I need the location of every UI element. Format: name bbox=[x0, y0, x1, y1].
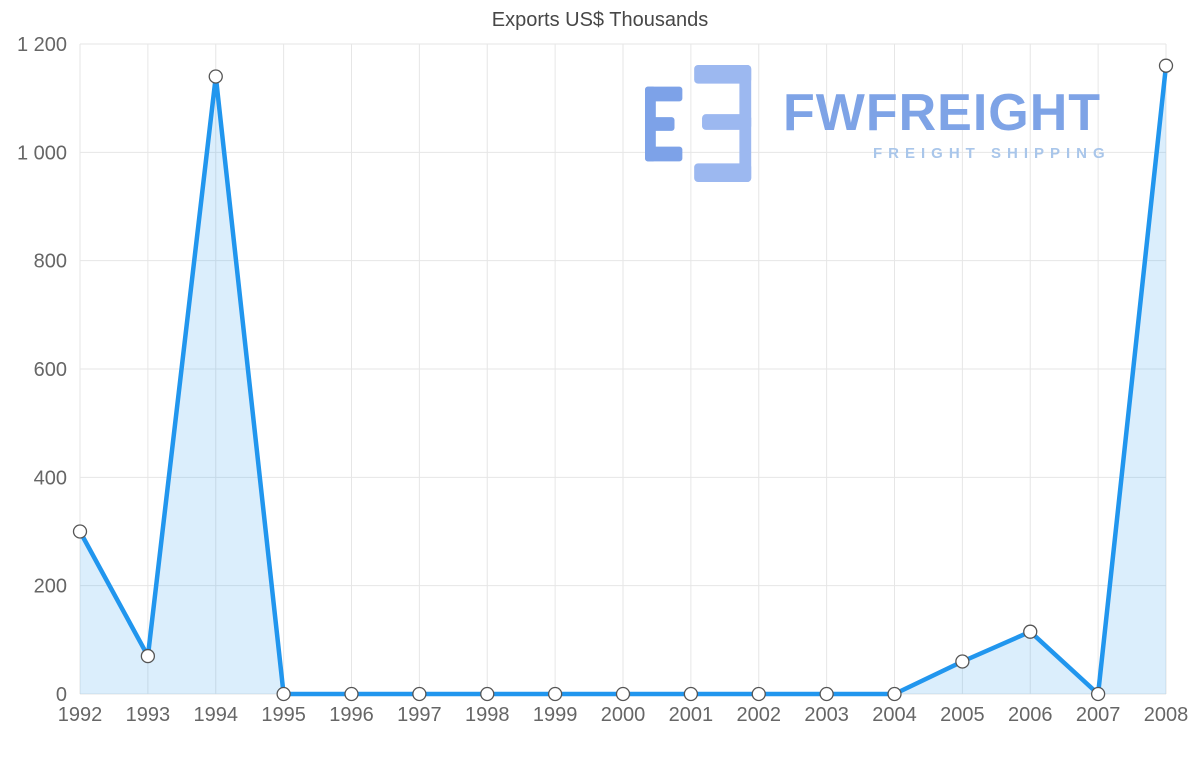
y-axis-label: 1 000 bbox=[17, 142, 67, 164]
x-axis-label-2000: 2000 bbox=[601, 704, 646, 726]
x-axis-label-2006: 2006 bbox=[1008, 704, 1053, 726]
y-axis-label: 200 bbox=[34, 576, 67, 598]
data-point-2001[interactable] bbox=[683, 686, 699, 702]
y-axis-label: 800 bbox=[34, 251, 67, 273]
data-point-2007[interactable] bbox=[1090, 686, 1106, 702]
x-axis-label-1999: 1999 bbox=[533, 704, 578, 726]
x-axis-label-1994: 1994 bbox=[194, 704, 239, 726]
y-axis-label: 0 bbox=[56, 684, 67, 706]
data-point-2008[interactable] bbox=[1158, 58, 1174, 73]
data-point-1995[interactable] bbox=[276, 686, 291, 702]
y-axis-label: 1 200 bbox=[17, 34, 67, 56]
y-axis-label: 400 bbox=[34, 467, 67, 489]
x-axis-label-1995: 1995 bbox=[261, 704, 306, 726]
series-area-fill bbox=[80, 65, 1166, 694]
data-point-2006[interactable] bbox=[1023, 624, 1038, 639]
data-point-1994[interactable] bbox=[208, 69, 223, 84]
x-axis-label-1992: 1992 bbox=[58, 704, 103, 726]
chart-title: Exports US$ Thousands bbox=[491, 9, 709, 31]
data-point-1993[interactable] bbox=[140, 648, 156, 664]
x-axis-label-1997: 1997 bbox=[397, 704, 442, 726]
x-axis-label-2003: 2003 bbox=[804, 704, 849, 726]
data-point-2004[interactable] bbox=[887, 686, 902, 702]
data-point-1997[interactable] bbox=[412, 686, 427, 702]
data-point-1999[interactable] bbox=[547, 686, 563, 702]
x-axis-label-2005: 2005 bbox=[940, 704, 985, 726]
x-axis-label-2008: 2008 bbox=[1144, 704, 1189, 726]
y-axis-label: 600 bbox=[34, 359, 67, 381]
x-axis-label-1996: 1996 bbox=[329, 704, 374, 726]
data-point-1992[interactable] bbox=[72, 524, 88, 539]
x-axis-label-1998: 1998 bbox=[465, 704, 510, 726]
data-point-2002[interactable] bbox=[751, 686, 766, 702]
x-axis-label-2007: 2007 bbox=[1076, 704, 1121, 726]
data-point-2005[interactable] bbox=[955, 654, 970, 669]
x-axis-label-2001: 2001 bbox=[669, 704, 714, 726]
x-axis-label-2004: 2004 bbox=[872, 704, 917, 726]
x-axis-label-1993: 1993 bbox=[126, 704, 171, 726]
x-axis-label-2002: 2002 bbox=[737, 704, 782, 726]
data-point-1996[interactable] bbox=[344, 686, 359, 702]
data-point-2000[interactable] bbox=[615, 686, 631, 702]
data-point-2003[interactable] bbox=[819, 686, 834, 702]
data-point-1998[interactable] bbox=[480, 686, 495, 702]
